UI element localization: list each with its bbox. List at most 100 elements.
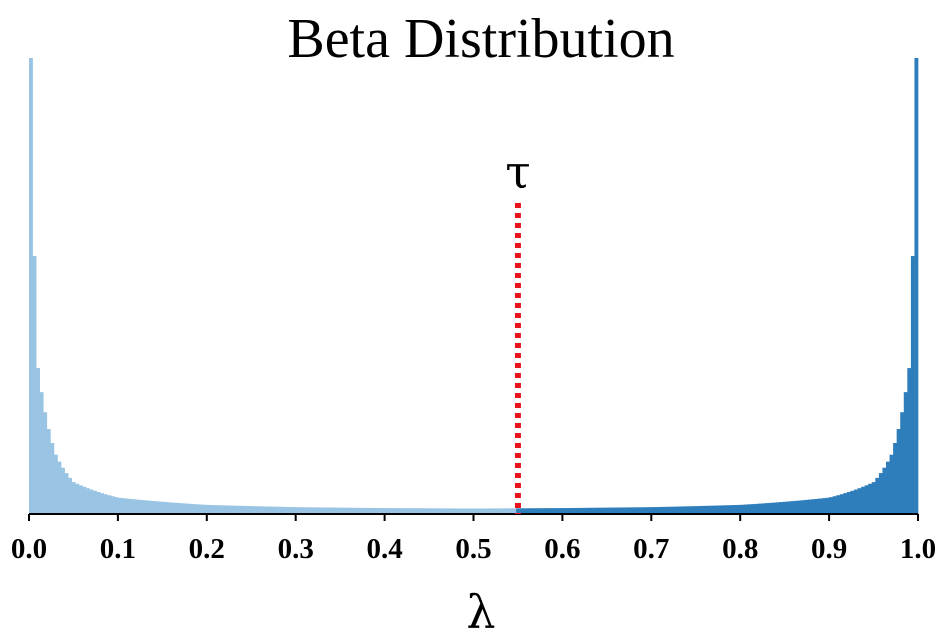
histogram-bar bbox=[878, 473, 883, 514]
histogram-bar bbox=[349, 507, 353, 514]
histogram-bar bbox=[277, 506, 282, 514]
x-tick-label: 0.6 bbox=[544, 533, 580, 565]
histogram-bar bbox=[896, 429, 901, 514]
histogram-bar bbox=[853, 489, 858, 514]
histogram-bar bbox=[356, 507, 361, 514]
histogram-bar bbox=[765, 503, 769, 514]
histogram-bar bbox=[622, 507, 627, 514]
histogram-bar bbox=[324, 507, 329, 514]
histogram-bar bbox=[615, 507, 620, 514]
histogram-bar bbox=[114, 497, 119, 514]
histogram-bar bbox=[541, 508, 545, 514]
histogram-bar bbox=[669, 506, 673, 514]
histogram-bar bbox=[317, 507, 321, 514]
histogram-bar bbox=[320, 507, 325, 514]
x-axis-ticks: 0.0 0.1 0.2 0.3 0.4 0.5 0.6 0.7 0.8 0.9 1.0 bbox=[11, 514, 936, 565]
histogram-bar bbox=[686, 506, 691, 514]
histogram-bar bbox=[53, 454, 58, 514]
histogram-bar bbox=[533, 508, 538, 514]
histogram-bar bbox=[107, 495, 112, 514]
histogram-bar bbox=[274, 506, 279, 514]
histogram-bar bbox=[224, 505, 229, 514]
histogram-bar bbox=[174, 502, 179, 514]
histogram-bar bbox=[558, 508, 563, 514]
histogram-bar bbox=[914, 58, 919, 514]
histogram-bar bbox=[402, 508, 407, 514]
histogram-bar bbox=[260, 506, 265, 514]
histogram-bar bbox=[75, 483, 80, 514]
histogram-bar bbox=[775, 502, 780, 514]
histogram-bar bbox=[427, 508, 432, 514]
histogram-bar bbox=[871, 482, 876, 514]
x-tick-label: 0.9 bbox=[811, 533, 847, 565]
histogram-bar bbox=[772, 502, 777, 514]
histogram-bar bbox=[697, 506, 702, 514]
histogram-bar bbox=[857, 488, 862, 514]
histogram-bar bbox=[160, 501, 165, 514]
histogram-bar bbox=[57, 461, 62, 514]
histogram-bar bbox=[89, 489, 94, 514]
x-tick-label: 0.2 bbox=[189, 533, 225, 565]
histogram-bar bbox=[238, 505, 243, 514]
histogram-bar bbox=[900, 412, 905, 514]
histogram-bar bbox=[725, 505, 730, 514]
histogram-bar bbox=[391, 508, 396, 514]
histogram-bar bbox=[142, 500, 147, 514]
histogram-bar bbox=[583, 507, 588, 514]
histogram-bar bbox=[203, 504, 208, 514]
histogram-bar bbox=[139, 499, 144, 514]
histogram-bar bbox=[245, 506, 250, 514]
histogram-bar bbox=[132, 499, 137, 514]
histogram-bar bbox=[637, 507, 641, 514]
histogram-bar bbox=[594, 507, 599, 514]
histogram-bar bbox=[562, 508, 567, 514]
histogram-bar bbox=[409, 508, 414, 514]
histogram-bar bbox=[704, 505, 709, 514]
histogram-bar bbox=[782, 501, 787, 514]
histogram-bar bbox=[718, 505, 723, 514]
histogram-bar bbox=[103, 494, 108, 514]
histogram-bar bbox=[221, 505, 225, 514]
histogram-bar bbox=[850, 490, 855, 514]
histogram-bar bbox=[423, 508, 428, 514]
histogram-bar bbox=[437, 508, 442, 514]
histogram-bar bbox=[85, 488, 90, 514]
histogram-bar bbox=[299, 507, 304, 514]
histogram-bar bbox=[110, 496, 115, 514]
histogram-bar bbox=[185, 503, 190, 514]
histogram-bar bbox=[516, 508, 521, 514]
histogram-bar bbox=[128, 498, 133, 514]
histogram-bar bbox=[523, 508, 528, 514]
histogram-bar bbox=[480, 508, 485, 514]
histogram-bar bbox=[750, 504, 755, 514]
histogram-bar bbox=[789, 501, 794, 514]
histogram-bar bbox=[818, 498, 823, 514]
histogram-bar bbox=[473, 508, 478, 514]
histogram-bar bbox=[519, 508, 524, 514]
histogram-bar bbox=[498, 508, 503, 514]
histogram-bar bbox=[814, 498, 819, 514]
histogram-bar bbox=[729, 505, 734, 514]
histogram-bar bbox=[608, 507, 613, 514]
histogram-bar bbox=[576, 507, 581, 514]
histogram-bar bbox=[601, 507, 606, 514]
histogram-bar bbox=[405, 508, 410, 514]
histogram-bar bbox=[263, 506, 268, 514]
histogram-bar bbox=[477, 508, 481, 514]
histogram-bar bbox=[377, 508, 382, 514]
histogram-bar bbox=[206, 504, 211, 514]
histogram-bar bbox=[597, 507, 602, 514]
x-tick-label: 0.8 bbox=[722, 533, 758, 565]
histogram-bar bbox=[875, 477, 880, 514]
x-axis-label: λ bbox=[466, 585, 495, 638]
histogram-bar bbox=[384, 508, 389, 514]
histogram-bar bbox=[46, 429, 51, 514]
histogram-bar bbox=[78, 485, 83, 514]
histogram-bar bbox=[135, 499, 140, 514]
histogram-bar bbox=[551, 508, 556, 514]
histogram-bar bbox=[544, 508, 549, 514]
histogram-bar bbox=[629, 507, 634, 514]
histogram-bar bbox=[889, 454, 894, 514]
histogram-bar bbox=[754, 503, 759, 514]
histogram-bar bbox=[345, 507, 350, 514]
